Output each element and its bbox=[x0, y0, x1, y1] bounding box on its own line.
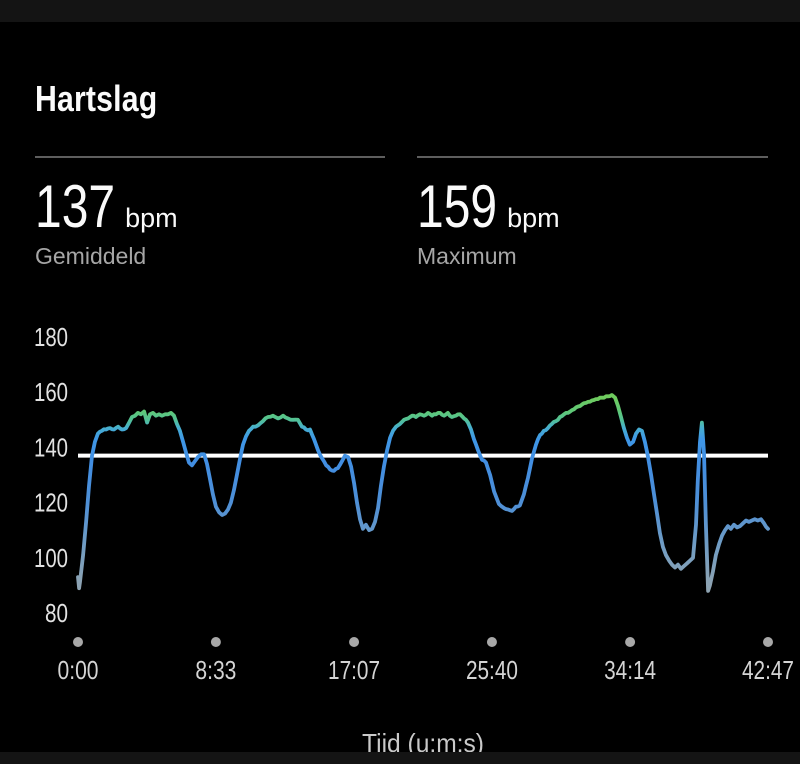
maximum-stat-value: 159 bpm bbox=[417, 173, 560, 240]
svg-text:80: 80 bbox=[45, 598, 68, 628]
svg-text:34:14: 34:14 bbox=[604, 655, 656, 685]
maximum-unit: bpm bbox=[507, 203, 560, 233]
svg-text:140: 140 bbox=[34, 432, 68, 462]
average-unit: bpm bbox=[125, 203, 178, 233]
svg-text:180: 180 bbox=[34, 322, 68, 352]
heart-rate-card: Hartslag 137 bpm Gemiddeld 159 bpm Maxim… bbox=[0, 22, 800, 758]
svg-text:160: 160 bbox=[34, 377, 68, 407]
maximum-stat-divider bbox=[417, 156, 768, 158]
svg-text:0:00: 0:00 bbox=[58, 655, 99, 685]
svg-text:42:47: 42:47 bbox=[742, 655, 794, 685]
page-title: Hartslag bbox=[35, 78, 158, 119]
average-label: Gemiddeld bbox=[35, 243, 147, 269]
app-background-bottom-strip bbox=[0, 752, 800, 764]
maximum-label: Maximum bbox=[417, 243, 517, 269]
svg-text:8:33: 8:33 bbox=[195, 655, 236, 685]
svg-text:120: 120 bbox=[34, 488, 68, 518]
app-background-top-strip bbox=[0, 0, 800, 22]
svg-text:25:40: 25:40 bbox=[466, 655, 518, 685]
maximum-number: 159 bbox=[417, 173, 498, 240]
svg-text:100: 100 bbox=[34, 543, 68, 573]
svg-text:17:07: 17:07 bbox=[328, 655, 380, 685]
average-number: 137 bbox=[35, 173, 116, 240]
average-stat-divider bbox=[35, 156, 385, 158]
heart-rate-chart[interactable]: 180 160 140 120 100 80 0:00 8:33 17:07 25:40 34:14… bbox=[0, 312, 800, 764]
average-stat-value: 137 bpm bbox=[35, 173, 178, 240]
